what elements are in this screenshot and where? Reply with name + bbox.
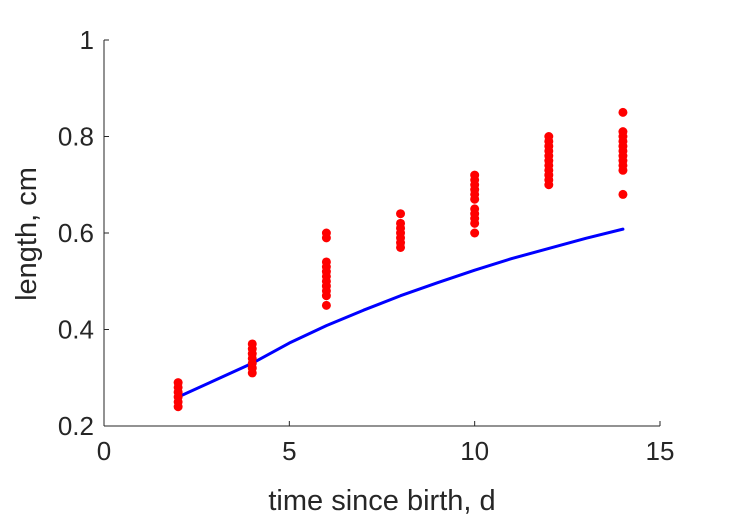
data-point [470, 170, 480, 180]
data-point [544, 132, 554, 141]
y-tick-label: 0.2 [58, 411, 94, 441]
data-point [247, 339, 257, 349]
data-point [173, 378, 183, 388]
y-tick-label: 1 [80, 25, 94, 55]
data-point [618, 107, 628, 117]
data-point [396, 209, 406, 219]
y-tick-label: 0.6 [58, 218, 94, 248]
y-axis-label: length, cm [11, 167, 43, 301]
plot-area: 0 5 10 15 0.2 0.4 0.6 0.8 1 [58, 25, 675, 466]
x-tick-label: 10 [460, 436, 489, 466]
data-point [396, 218, 406, 228]
data-point [618, 189, 628, 199]
x-tick-label: 15 [646, 436, 675, 466]
data-point [321, 257, 331, 267]
data-point [618, 127, 628, 137]
x-tick-label: 5 [282, 436, 296, 466]
x-axis-label: time since birth, d [268, 485, 495, 517]
data-point [470, 204, 480, 214]
y-tick-label: 0.8 [58, 122, 94, 152]
model-curve [176, 227, 625, 399]
x-tick-label: 0 [97, 436, 111, 466]
data-point [321, 228, 331, 238]
y-tick-label: 0.4 [58, 315, 94, 345]
data-point [321, 300, 331, 310]
data-point [470, 228, 480, 238]
